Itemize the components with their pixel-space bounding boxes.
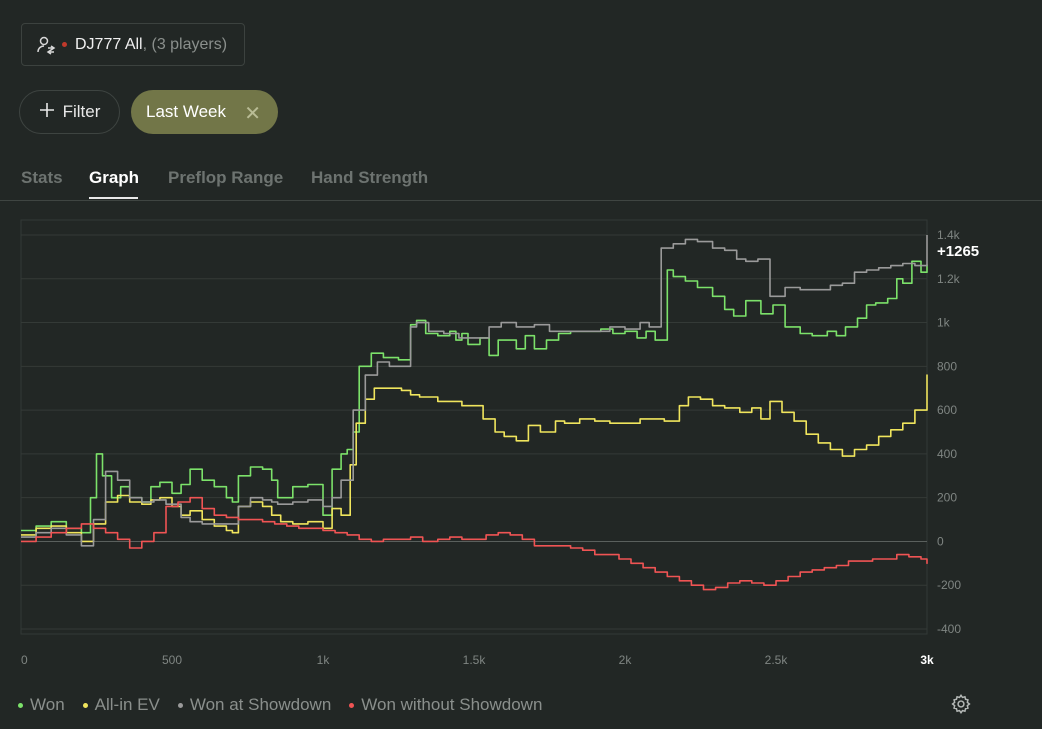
- y-tick-label: 600: [937, 403, 957, 417]
- tab-graph[interactable]: Graph: [89, 168, 140, 187]
- series-line-won-at-showdown: [21, 235, 928, 547]
- tab-bar: Stats Graph Preflop Range Hand Strength: [0, 160, 1042, 201]
- plus-icon: [39, 102, 55, 123]
- x-tick-label: 1.5k: [463, 653, 487, 667]
- x-tick-label: 2k: [619, 653, 633, 667]
- legend-swatch: [349, 702, 355, 708]
- x-tick-label: 2.5k: [765, 653, 789, 667]
- legend-label: Won without Showdown: [361, 695, 543, 714]
- add-filter-button[interactable]: Filter: [19, 90, 120, 134]
- y-tick-label: -200: [937, 578, 961, 592]
- tab-stats[interactable]: Stats: [21, 168, 63, 187]
- y-tick-label: 1.4k: [937, 228, 961, 242]
- y-axis-ticks: 1.4k 1.2k 1k 800 600 400 200 0 -200 -400: [937, 228, 961, 636]
- series-line-won: [21, 260, 928, 534]
- series-line-won-without-showdown: [21, 496, 928, 591]
- x-tick-label: 0: [21, 653, 28, 667]
- y-tick-label: 400: [937, 447, 957, 461]
- chart-series: [21, 235, 928, 591]
- legend-item-won-at-showdown[interactable]: Won at Showdown: [177, 695, 332, 715]
- series-line-all-in-ev: [21, 374, 928, 543]
- legend-swatch: [177, 702, 183, 708]
- y-tick-label: 200: [937, 491, 957, 505]
- legend-swatch: [18, 702, 23, 708]
- chart-legend: Won All-in EV Won at Showdown Won withou…: [18, 695, 560, 715]
- y-tick-label: -400: [937, 622, 961, 636]
- filter-label: Filter: [62, 102, 101, 121]
- active-tab-indicator: [89, 197, 138, 199]
- settings-gear-icon[interactable]: [950, 693, 972, 715]
- legend-swatch: [82, 702, 88, 708]
- x-tick-label: 3k: [920, 653, 934, 667]
- legend-item-won-without-showdown[interactable]: Won without Showdown: [349, 695, 542, 715]
- x-tick-label: 500: [162, 653, 182, 667]
- chip-label: Last Week: [146, 102, 227, 121]
- plot-frame: [20, 219, 928, 635]
- legend-label: Won: [30, 695, 65, 714]
- player-selector[interactable]: DJ777 All , (3 players): [21, 23, 245, 66]
- y-tick-label: 800: [937, 359, 957, 373]
- legend-item-all-in-ev[interactable]: All-in EV: [82, 695, 160, 715]
- active-filter-chip[interactable]: Last Week ✕: [131, 90, 278, 134]
- tab-preflop-range[interactable]: Preflop Range: [168, 168, 284, 187]
- close-icon[interactable]: ✕: [244, 103, 261, 125]
- y-tick-label: 1.2k: [937, 272, 961, 286]
- player-count: , (3 players): [142, 35, 228, 53]
- legend-item-won[interactable]: Won: [18, 695, 65, 715]
- player-name: DJ777 All: [75, 35, 143, 53]
- x-axis-ticks: 0 500 1k 1.5k 2k 2.5k 3k: [21, 653, 934, 667]
- y-tick-label: 1k: [937, 316, 951, 330]
- chart-grid: [20, 219, 928, 635]
- status-dot: [62, 42, 67, 47]
- current-value-label: +1265: [937, 243, 979, 260]
- legend-label: All-in EV: [94, 695, 160, 714]
- legend-label: Won at Showdown: [189, 695, 332, 714]
- x-tick-label: 1k: [317, 653, 331, 667]
- y-tick-label: 0: [937, 534, 944, 548]
- tab-hand-strength[interactable]: Hand Strength: [311, 168, 429, 187]
- user-switch-icon: [36, 35, 56, 55]
